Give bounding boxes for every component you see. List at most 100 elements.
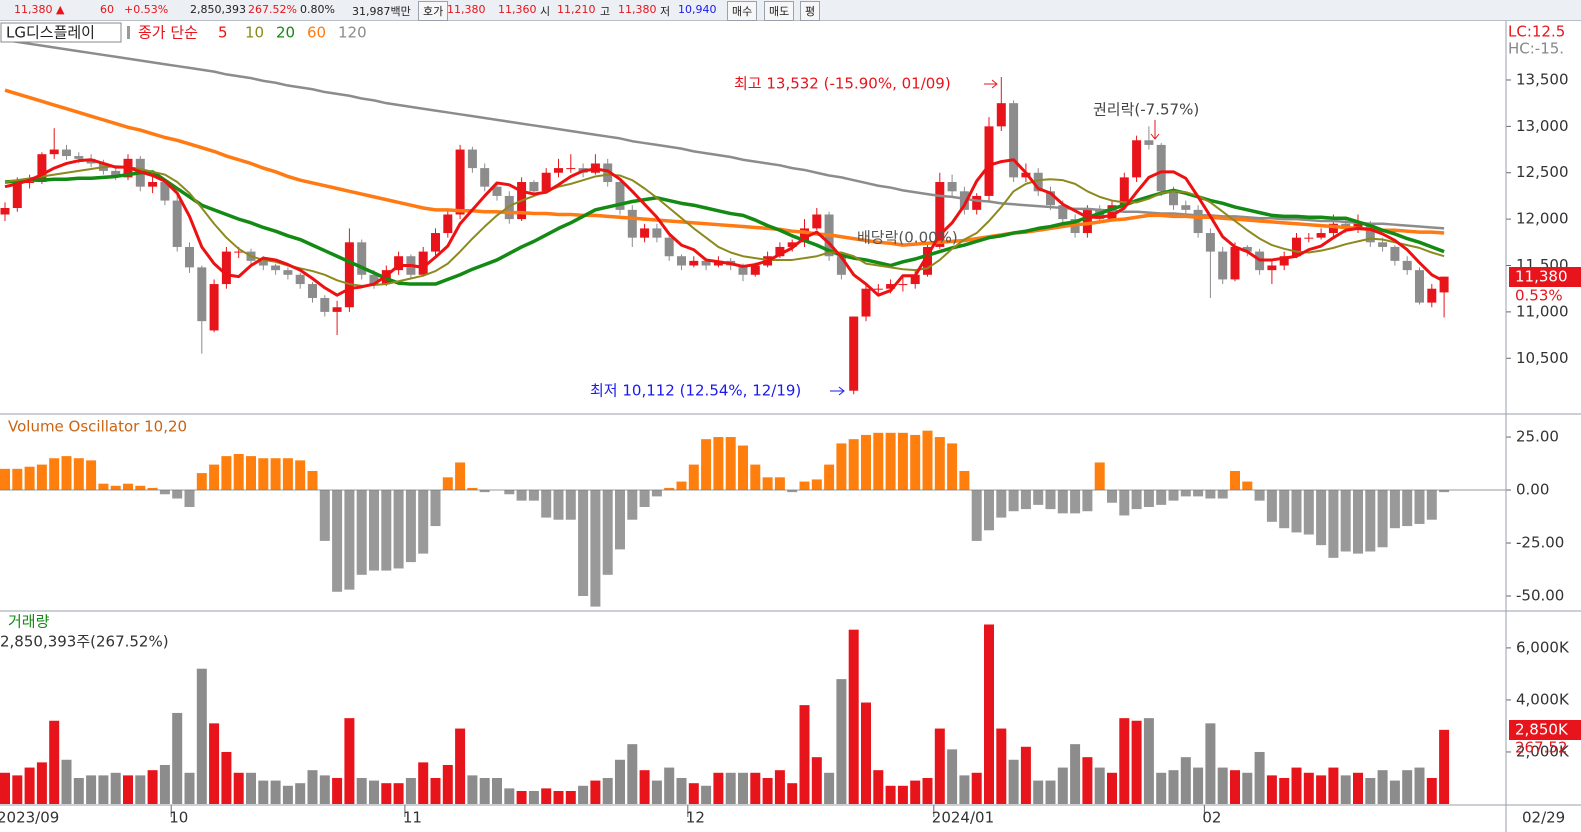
bar [184,490,195,507]
bar [1254,490,1265,501]
x-tick-label: 2023/09 [0,809,59,827]
candle-body [25,182,35,184]
bar [750,772,761,804]
candle-body [812,214,822,229]
candle-body [148,182,158,187]
bar [467,775,478,804]
candle-body [234,251,244,253]
stock-name-box [0,22,122,43]
toolbar-item: 2,850,393 [190,3,246,16]
candle-body [1033,172,1043,192]
bar [651,490,662,497]
bar [1279,777,1290,804]
toolbar-item: 시 [540,5,551,18]
bar [86,775,97,804]
bar [270,458,281,491]
bar [295,783,306,804]
bar [504,788,515,804]
candle-body [677,256,686,266]
bar [885,432,896,491]
bar [1303,490,1314,535]
legend-entry: 60 [307,24,326,42]
bar [356,777,367,804]
candle-body [652,228,662,238]
toolbar-item: 11,380 [447,3,486,16]
candle-body [394,256,404,271]
bar [135,775,146,804]
candle-body [12,180,22,208]
bar [848,629,859,804]
candle-body [1119,177,1129,206]
bar [1291,490,1302,533]
candle-body [923,246,932,275]
bar [590,780,601,804]
candle-body [271,265,281,271]
bar [172,712,183,804]
bar [196,473,207,491]
candle-body [627,209,637,238]
bar [110,772,121,804]
bar [553,790,564,804]
bar [971,490,982,541]
toolbar-button[interactable]: 평 [800,1,821,21]
candle-body [0,207,10,215]
bar [159,764,170,804]
bar [947,749,958,804]
bar [873,432,884,491]
bar [356,490,367,575]
candle-body [1242,246,1252,252]
legend-entry: 5 [218,24,228,42]
legend-entry: 10 [245,24,264,42]
bar [1217,490,1228,499]
toolbar-item: 11,210 [557,3,596,16]
bar [762,777,773,804]
candle-body [320,297,330,312]
bar [713,772,724,804]
candle-body [1009,103,1019,178]
candle-body [664,237,674,257]
candle-body [898,284,908,286]
bar [172,490,183,499]
bar [1119,490,1130,516]
bar [61,759,72,804]
bar [1070,490,1081,514]
toolbar-button[interactable]: 매도 [764,1,795,21]
bar [738,445,748,491]
bar [1426,777,1437,804]
bar [578,785,589,804]
arrow [1150,120,1160,140]
bar [307,770,318,804]
background [0,21,1581,832]
price-plot [0,38,1449,395]
bar [1365,777,1376,804]
candle-body [615,182,625,210]
bar [0,468,10,491]
bar [405,777,416,804]
bar [1180,757,1191,804]
bar [159,490,170,495]
candle-body [49,149,59,155]
toolbar-button[interactable]: 매수 [727,1,758,21]
legend-marker [127,26,130,39]
change-tag: 0.53% [1515,287,1563,305]
bar [1205,490,1216,499]
bar [1008,490,1019,512]
bar [516,490,527,501]
candle-body [701,260,711,266]
bar [405,490,416,563]
candle-body [1390,246,1400,261]
toolbar-item: 저 [660,5,671,18]
candle-body [1181,205,1191,210]
candle-body [1144,140,1154,145]
bar [184,772,195,804]
bar [332,490,343,592]
annotation-dividend: 배당락(0.00%) [857,229,958,247]
bar [1242,481,1253,491]
bar [1377,490,1388,548]
candle-body [935,182,945,247]
bar [1082,757,1093,804]
bar [393,490,404,569]
bar [332,777,343,804]
bar [1291,767,1302,804]
volume-tag: 2,850K [1515,721,1569,739]
